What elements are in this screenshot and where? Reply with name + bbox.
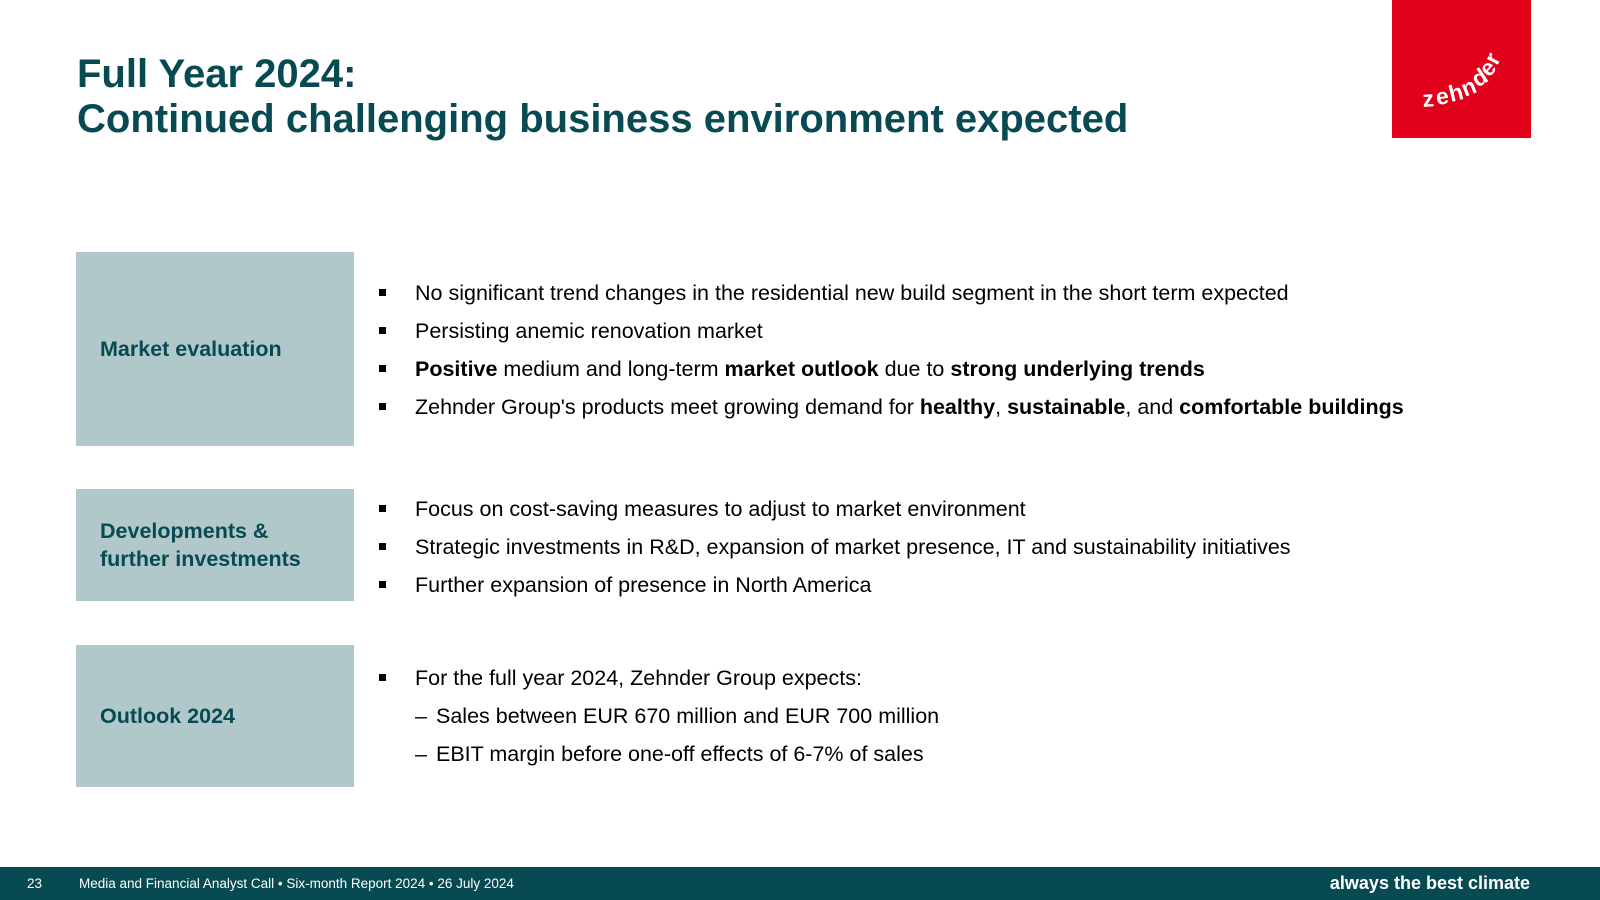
bullet-text: Strategic investments in R&D, expansion … [415, 535, 1291, 559]
bullet-text: , and [1125, 395, 1180, 419]
footer-tagline: always the best climate [1329, 873, 1530, 893]
market-evaluation-label: Market evaluation [76, 252, 354, 446]
footer-bar: 23 Media and Financial Analyst Call • Si… [0, 867, 1600, 900]
slide-title: Full Year 2024: Continued challenging bu… [77, 52, 1128, 142]
bullet-text: , [995, 395, 1008, 419]
developments-label-line-1: Developments & [100, 519, 269, 543]
outlook-label: Outlook 2024 [76, 645, 354, 787]
bullet-text-bold: strong underlying trends [950, 357, 1205, 381]
dash-bullet-icon: – [415, 742, 427, 766]
logo-letter: e [1434, 82, 1450, 110]
logo-letter: z [1422, 85, 1435, 112]
bullet-text: medium and long-term [497, 357, 725, 381]
bullet-square-icon [379, 505, 386, 512]
bullet-square-icon [379, 581, 386, 588]
bullet-text-bold: market outlook [724, 357, 879, 381]
bullet-text: No significant trend changes in the resi… [415, 281, 1289, 305]
sub-bullet-text: Sales between EUR 670 million and EUR 70… [436, 704, 940, 728]
slide-title-line-1: Full Year 2024: [77, 52, 357, 96]
page-number: 23 [27, 876, 43, 891]
zehnder-logo-wordmark: z ehnder [1422, 48, 1506, 112]
bullet-text-bold: sustainable [1007, 395, 1126, 419]
bullet-square-icon [379, 365, 386, 372]
sub-bullet-text: EBIT margin before one-off effects of 6-… [436, 742, 924, 766]
bullet-text: Zehnder Group's products meet growing de… [415, 395, 920, 419]
slide-title-line-2: Continued challenging business environme… [77, 97, 1129, 141]
bullet-square-icon [379, 543, 386, 550]
footer-event-info: Media and Financial Analyst Call • Six-m… [79, 876, 514, 891]
bullet-text: For the full year 2024, Zehnder Group ex… [415, 666, 862, 690]
bullet-square-icon [379, 403, 386, 410]
bullet-text: Focus on cost-saving measures to adjust … [415, 497, 1026, 521]
dash-bullet-icon: – [415, 704, 427, 728]
market-evaluation-label-text: Market evaluation [100, 337, 282, 361]
bullet-square-icon [379, 289, 386, 296]
bullet-text: Persisting anemic renovation market [415, 319, 763, 343]
bullet-text-bold: comfortable buildings [1179, 395, 1404, 419]
bullet-square-icon [379, 327, 386, 334]
bullet-text: Further expansion of presence in North A… [415, 573, 872, 597]
developments-label-line-2: further investments [100, 547, 301, 571]
outlook-label-text: Outlook 2024 [100, 704, 236, 728]
developments-label: Developments & further investments [76, 489, 354, 601]
logo-letter: h [1446, 78, 1466, 107]
bullet-text: due to [878, 357, 951, 381]
bullet-text-bold: healthy [919, 395, 996, 419]
bullet-text-bold: Positive [415, 357, 498, 381]
bullet-square-icon [379, 674, 386, 681]
